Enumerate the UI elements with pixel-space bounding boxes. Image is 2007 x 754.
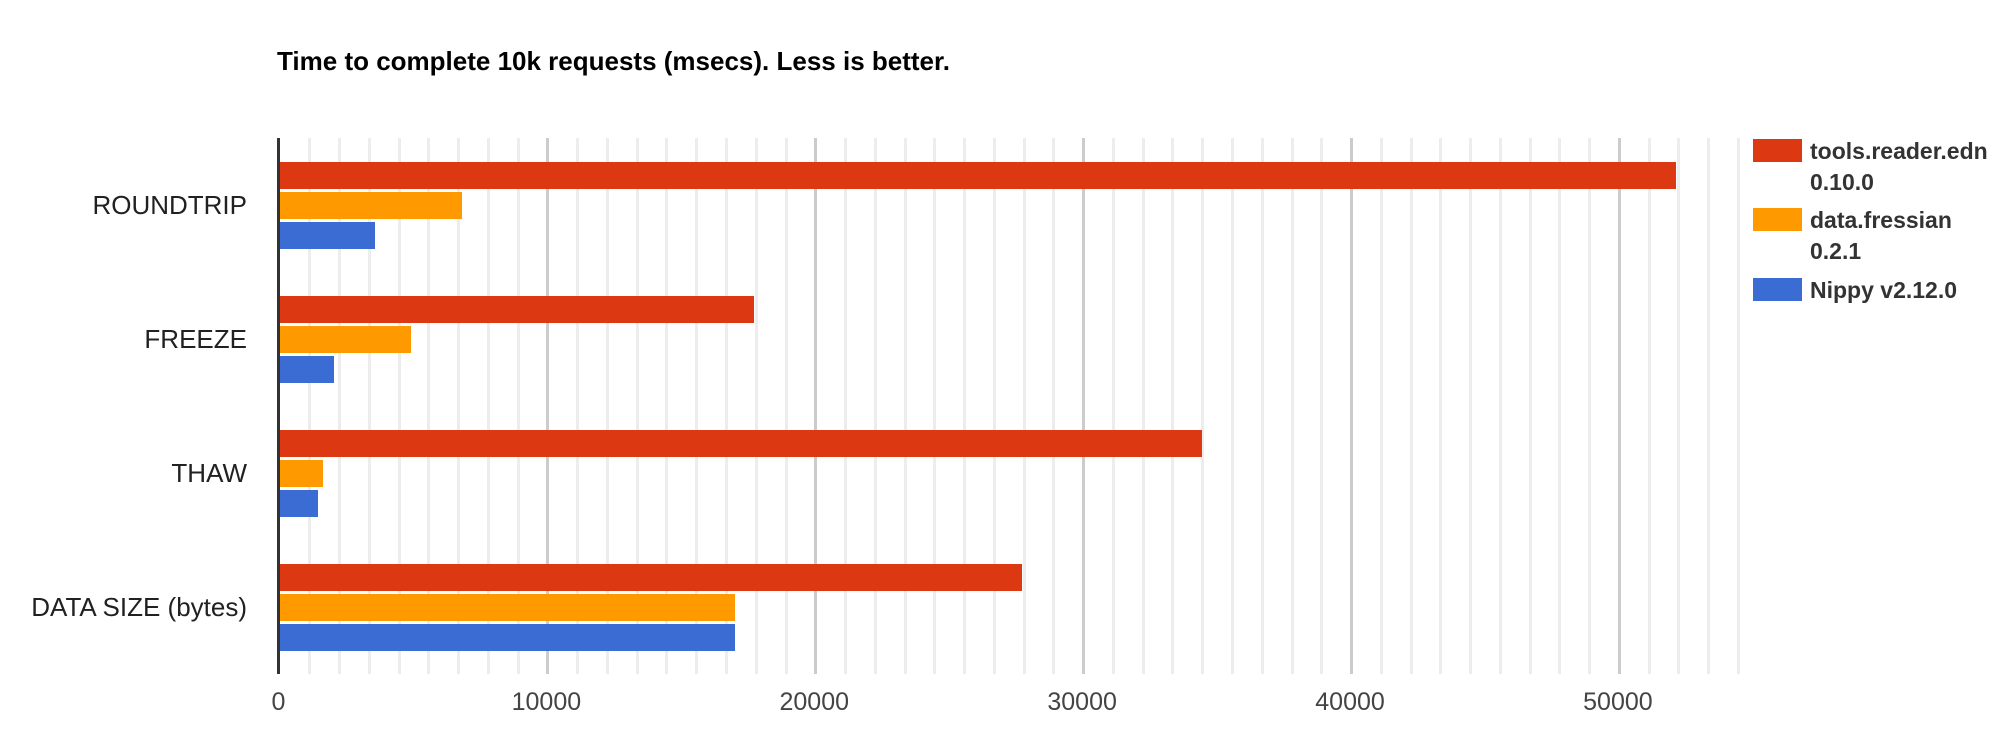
category-label-data-size-bytes: DATA SIZE (bytes) [31, 591, 247, 622]
bar-data-size-bytes-nippy-v2-12-0[interactable] [280, 624, 736, 651]
minor-gridline [903, 138, 907, 674]
legend-item-data-fressian-0-2-1: data.fressian 0.2.1 [1753, 205, 1952, 267]
minor-gridline [1439, 138, 1443, 674]
bar-freeze-nippy-v2-12-0[interactable] [280, 356, 334, 383]
bar-data-size-bytes-tools-reader-edn-0-10-0[interactable] [280, 564, 1022, 591]
minor-gridline [1379, 138, 1383, 674]
chart-title: Time to complete 10k requests (msecs). L… [277, 46, 950, 76]
minor-gridline [933, 138, 937, 674]
bar-thaw-nippy-v2-12-0[interactable] [280, 490, 318, 517]
minor-gridline [1707, 138, 1711, 674]
minor-gridline [963, 138, 967, 674]
x-tick-label-20000: 20000 [779, 688, 850, 716]
minor-gridline [486, 138, 490, 674]
bar-roundtrip-data-fressian-0-2-1[interactable] [280, 192, 463, 219]
minor-gridline [1201, 138, 1205, 674]
minor-gridline [1469, 138, 1473, 674]
x-tick-label-0: 0 [271, 688, 286, 716]
minor-gridline [1111, 138, 1115, 674]
minor-gridline [695, 138, 699, 674]
major-gridline [546, 138, 550, 674]
legend-swatch-data-fressian-0-2-1 [1753, 208, 1802, 231]
legend-label-tools-reader-edn-0-10-0: tools.reader.edn 0.10.0 [1810, 136, 1988, 198]
legend-item-tools-reader-edn-0-10-0: tools.reader.edn 0.10.0 [1753, 136, 1988, 198]
plot-area [277, 138, 1748, 674]
minor-gridline [784, 138, 788, 674]
minor-gridline [1498, 138, 1502, 674]
legend-swatch-tools-reader-edn-0-10-0 [1753, 139, 1802, 162]
x-tick-label-40000: 40000 [1315, 688, 1385, 716]
minor-gridline [457, 138, 461, 674]
minor-gridline [1647, 138, 1651, 674]
minor-gridline [1290, 138, 1294, 674]
minor-gridline [1230, 138, 1234, 674]
minor-gridline [576, 138, 580, 674]
minor-gridline [427, 138, 431, 674]
bar-roundtrip-tools-reader-edn-0-10-0[interactable] [280, 162, 1676, 189]
minor-gridline [873, 138, 877, 674]
category-label-thaw: THAW [171, 457, 247, 488]
bar-data-size-bytes-data-fressian-0-2-1[interactable] [280, 594, 736, 621]
minor-gridline [1260, 138, 1264, 674]
minor-gridline [397, 138, 401, 674]
legend-swatch-nippy-v2-12-0 [1753, 278, 1802, 301]
major-gridline [1082, 138, 1086, 674]
category-label-freeze: FREEZE [144, 323, 247, 354]
legend-label-line: 0.2.1 [1810, 238, 1862, 264]
minor-gridline [1409, 138, 1413, 674]
x-tick-label-30000: 30000 [1047, 688, 1117, 716]
bar-freeze-data-fressian-0-2-1[interactable] [280, 326, 412, 353]
bar-roundtrip-nippy-v2-12-0[interactable] [280, 222, 376, 249]
minor-gridline [665, 138, 669, 674]
minor-gridline [1022, 138, 1026, 674]
minor-gridline [1588, 138, 1592, 674]
minor-gridline [1141, 138, 1145, 674]
x-tick-label-10000: 10000 [511, 688, 582, 716]
legend-label-line: tools.reader.edn [1810, 138, 1988, 164]
bar-thaw-tools-reader-edn-0-10-0[interactable] [280, 430, 1202, 457]
major-gridline [1617, 138, 1621, 674]
minor-gridline [367, 138, 371, 674]
minor-gridline [1558, 138, 1562, 674]
minor-gridline [1528, 138, 1532, 674]
minor-gridline [605, 138, 609, 674]
category-label-roundtrip: ROUNDTRIP [92, 189, 247, 220]
legend-label-nippy-v2-12-0: Nippy v2.12.0 [1810, 275, 1957, 306]
major-gridline [1350, 138, 1354, 674]
legend-item-nippy-v2-12-0: Nippy v2.12.0 [1753, 275, 1957, 306]
minor-gridline [1736, 138, 1740, 674]
bar-freeze-tools-reader-edn-0-10-0[interactable] [280, 296, 755, 323]
minor-gridline [754, 138, 758, 674]
minor-gridline [844, 138, 848, 674]
minor-gridline [1171, 138, 1175, 674]
legend-label-line: 0.10.0 [1810, 169, 1874, 195]
minor-gridline [1320, 138, 1324, 674]
legend-label-line: data.fressian [1810, 207, 1952, 233]
minor-gridline [516, 138, 520, 674]
legend-label-line: Nippy v2.12.0 [1810, 277, 1958, 303]
minor-gridline [992, 138, 996, 674]
minor-gridline [1677, 138, 1681, 674]
major-gridline [814, 138, 818, 674]
minor-gridline [724, 138, 728, 674]
minor-gridline [308, 138, 312, 674]
bar-thaw-data-fressian-0-2-1[interactable] [280, 460, 323, 487]
minor-gridline [635, 138, 639, 674]
x-tick-label-50000: 50000 [1583, 688, 1653, 716]
minor-gridline [1052, 138, 1056, 674]
legend-label-data-fressian-0-2-1: data.fressian 0.2.1 [1810, 205, 1952, 267]
minor-gridline [338, 138, 342, 674]
